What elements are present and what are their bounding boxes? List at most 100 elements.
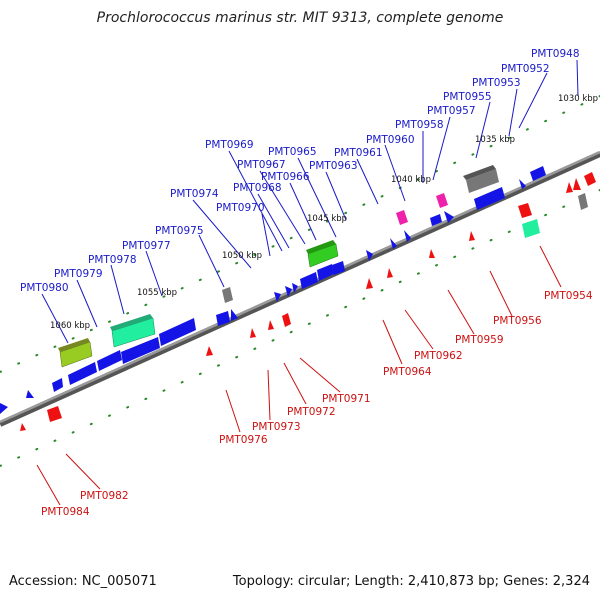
gene-label: PMT0964 (383, 366, 432, 378)
genome-backbone (0, 150, 600, 427)
gene-arrow (231, 309, 238, 321)
gene-box-grey (466, 169, 499, 193)
gene-label: PMT0972 (287, 406, 336, 418)
gene-box-green-top (306, 240, 336, 254)
kbp-scale: 1030 kbp 1035 kbp 1040 kbp 1045 kbp 1050… (50, 94, 598, 331)
gene-label: PMT0956 (493, 315, 542, 327)
gene-label: PMT0970 (216, 202, 265, 214)
gene-box (47, 406, 62, 422)
gene-label: PMT0978 (88, 254, 137, 266)
gene-box-cyan (111, 317, 156, 348)
gene-label: PMT0979 (54, 268, 103, 280)
kbp-label: 1040 kbp (391, 175, 431, 185)
gene-label: PMT0957 (427, 105, 476, 117)
gene-arrow (566, 182, 573, 193)
gene-box (332, 261, 345, 275)
gene-label: PMT0948 (531, 48, 580, 60)
gene-label: PMT0982 (80, 490, 129, 502)
reverse-genes (20, 172, 596, 431)
gene-label: PMT0976 (219, 434, 268, 446)
gene-arrow (366, 250, 373, 261)
gene-arrow (387, 268, 393, 278)
gene-box (68, 362, 97, 385)
gene-label: PMT0984 (41, 506, 90, 518)
gene-arrow (390, 238, 397, 249)
gene-label: PMT0980 (20, 282, 69, 294)
gene-label: PMT0966 (261, 171, 310, 183)
kbp-label: 1045 kbp (307, 214, 347, 224)
gene-label: PMT0962 (414, 350, 463, 362)
gene-arrow (573, 178, 581, 190)
gene-arrow (250, 328, 256, 338)
gene-arrow (366, 278, 373, 289)
gene-box (317, 264, 334, 281)
gene-label: PMT0967 (237, 159, 286, 171)
gene-label: PMT0973 (252, 421, 301, 433)
gene-label: PMT0969 (205, 139, 254, 151)
gene-label: PMT0961 (334, 147, 383, 159)
gene-label: PMT0963 (309, 160, 358, 172)
gene-arrow (404, 230, 411, 242)
genome-summary-text: Topology: circular; Length: 2,410,873 bp… (232, 574, 590, 589)
gene-box-grey (222, 287, 233, 303)
gene-arrow (292, 283, 298, 293)
gene-arrow (206, 346, 213, 356)
gene-arrow (268, 320, 274, 330)
gene-box (300, 272, 318, 289)
gene-label: PMT0960 (366, 134, 415, 146)
gene-arrow (469, 231, 475, 241)
gene-box-cyan (522, 219, 540, 238)
gene-label: PMT0959 (455, 334, 504, 346)
gene-label: PMT0971 (322, 393, 371, 405)
kbp-label: 1035 kbp (475, 135, 515, 145)
forward-colored-genes (58, 165, 499, 368)
gene-label: PMT0952 (501, 63, 550, 75)
gene-box-pink (436, 193, 448, 208)
gene-box-grey (578, 193, 588, 210)
accession-text: Accession: NC_005071 (9, 574, 157, 589)
gene-box-olive (59, 341, 93, 368)
gene-arrow (26, 390, 34, 398)
gene-box (584, 172, 596, 186)
gene-arrow (274, 292, 281, 302)
gene-box (530, 166, 546, 181)
kbp-label: 1055 kbp (137, 288, 177, 298)
gene-label: PMT0965 (268, 146, 317, 158)
gene-label: PMT0953 (472, 77, 521, 89)
gene-box (474, 187, 505, 210)
gene-label: PMT0977 (122, 240, 171, 252)
kbp-label: 1060 kbp (50, 321, 90, 331)
gene-label: PMT0955 (443, 91, 492, 103)
gene-box (97, 350, 122, 371)
reverse-leader-lines (36, 245, 562, 506)
gene-box (430, 214, 442, 226)
gene-box (159, 318, 196, 346)
forward-leader-lines (41, 59, 579, 344)
gene-box-olive-top (58, 338, 90, 352)
gene-box (518, 203, 532, 218)
forward-gene-labels: PMT0948 PMT0952 PMT0953 PMT0955 PMT0957 … (20, 48, 580, 294)
gene-box (52, 378, 63, 392)
gene-arrow (20, 423, 26, 431)
gene-label: PMT0974 (170, 188, 219, 200)
reverse-gene-labels: PMT0954 PMT0956 PMT0959 PMT0962 PMT0964 … (41, 290, 593, 518)
gene-label: PMT0975 (155, 225, 204, 237)
gene-arrow (444, 211, 454, 223)
genome-title: Prochlorococcus marinus str. MIT 9313, c… (96, 10, 504, 26)
gene-box (121, 337, 160, 364)
kbp-label: 1050 kbp (222, 251, 262, 261)
gene-box (216, 311, 230, 326)
forward-genes (0, 166, 546, 414)
gene-box-pink (396, 210, 408, 225)
gene-arrow (285, 286, 292, 297)
gene-arrow (0, 403, 8, 414)
gene-box (282, 313, 291, 327)
gene-label: PMT0958 (395, 119, 444, 131)
gene-arrow (429, 249, 435, 258)
gene-arrow (519, 179, 526, 189)
kbp-label: 1030 kbp (558, 94, 598, 104)
gene-box-grey-top (463, 165, 496, 180)
gene-box-cyan-top (110, 314, 153, 331)
